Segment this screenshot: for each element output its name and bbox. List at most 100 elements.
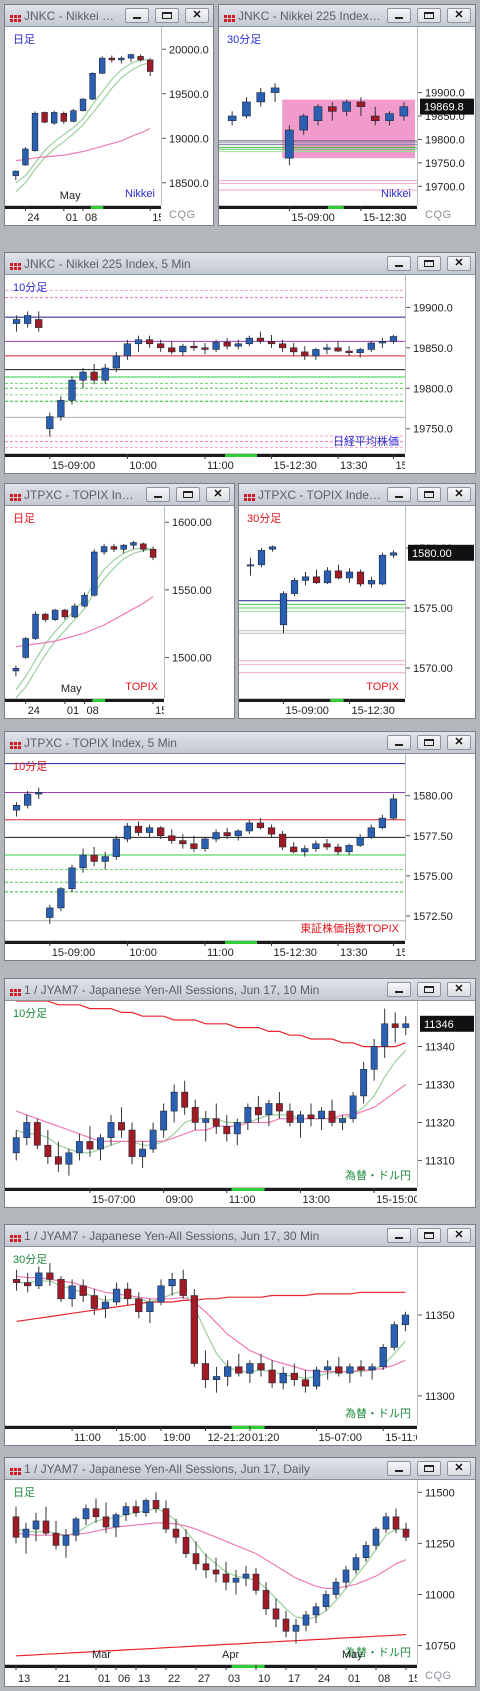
time-axis[interactable]: 15-09:00 10:00 11:00 15-12:30 13:30 15-14:30: [5, 940, 439, 960]
minimize-button[interactable]: [387, 982, 411, 997]
candle: [257, 550, 266, 566]
plot-area[interactable]: 日足 為替・ドル円 Mar Apr May: [5, 1480, 417, 1664]
month-label: May: [60, 190, 81, 202]
candle: [370, 115, 380, 121]
candle: [54, 1156, 62, 1165]
time-axis[interactable]: 15-09:00 15-12:30: [219, 205, 417, 225]
plot-area[interactable]: 10分足 東証株価指数TOPIX: [5, 754, 405, 940]
restore-button[interactable]: [417, 8, 441, 23]
candle: [79, 1285, 87, 1296]
chart-window-w3[interactable]: JNKC - Nikkei 225 Index, 5 Min ✕ 10分足 日経平均株…: [4, 252, 476, 474]
chart-window-w8[interactable]: 1 / JYAM7 - Japanese Yen-All Sessions, J…: [4, 1224, 476, 1446]
plot-area[interactable]: 30分足 為替・ドル円: [5, 1247, 417, 1425]
chart-window-w4[interactable]: JTPXC - TOPIX Index, Daily ✕ 日足 TOPIX May 160…: [4, 483, 235, 719]
chart-window-w9[interactable]: 1 / JYAM7 - Japanese Yen-All Sessions, J…: [4, 1457, 476, 1687]
restore-button[interactable]: [417, 1228, 441, 1243]
minimize-button[interactable]: [387, 487, 411, 502]
restore-button[interactable]: [417, 256, 441, 271]
candle: [270, 87, 280, 93]
time-axis[interactable]: 15-09:00 10:00 11:00 15-12:30 13:30 15-14:30: [5, 453, 439, 473]
time-axis[interactable]: 24 01 08 15: [5, 205, 164, 225]
price-axis[interactable]: 19900.0 19850.0 19800.0 19750.0 19700.0 19869…: [417, 27, 475, 205]
candle: [68, 867, 76, 889]
candle: [137, 56, 144, 61]
price-axis[interactable]: 11350 11300: [417, 1247, 475, 1425]
chart-window-w7[interactable]: 1 / JYAM7 - Japanese Yen-All Sessions, J…: [4, 978, 476, 1208]
candle: [120, 544, 127, 550]
restore-button[interactable]: [176, 487, 200, 502]
restore-button[interactable]: [417, 735, 441, 750]
close-icon: ✕: [454, 1229, 464, 1241]
price-axis[interactable]: 11500 11250 11000 10750: [417, 1480, 475, 1664]
close-button[interactable]: ✕: [447, 735, 471, 750]
candle: [157, 1285, 165, 1303]
y-tick-label: 1570.00: [413, 663, 453, 675]
time-axis[interactable]: 11:00 15:00 19:00 12-21:20 01:20 15-07:00 15-1…: [5, 1425, 428, 1445]
close-button[interactable]: ✕: [447, 487, 471, 502]
timeframe-label: 日足: [13, 34, 35, 46]
window-title-bar[interactable]: JNKC - Nikkei 225 Index, 5 Min ✕: [5, 253, 475, 275]
window-title-bar[interactable]: JTPXC - TOPIX Index, 30 Min ✕: [239, 484, 475, 506]
window-title-bar[interactable]: 1 / JYAM7 - Japanese Yen-All Sessions, J…: [5, 979, 475, 1001]
close-button[interactable]: ✕: [447, 256, 471, 271]
plot-area[interactable]: 10分足 日経平均株価: [5, 275, 405, 453]
minimize-button[interactable]: [146, 487, 170, 502]
restore-button[interactable]: [155, 8, 179, 23]
plot-area[interactable]: 日足 Nikkei May: [5, 27, 161, 205]
price-axis[interactable]: 1600.00 1550.00 1500.00: [164, 506, 234, 698]
candle: [65, 1152, 73, 1165]
price-axis[interactable]: 20000.0 19500.0 19000.0 18500.0: [161, 27, 213, 205]
window-title-bar[interactable]: JTPXC - TOPIX Index, Daily ✕: [5, 484, 234, 506]
close-button[interactable]: ✕: [447, 8, 471, 23]
session-bar: [239, 699, 405, 702]
chart-window-w1[interactable]: JNKC - Nikkei 225 Index, Daily ✕ 日足 Nikkei M…: [4, 4, 214, 226]
restore-button[interactable]: [417, 487, 441, 502]
instrument-label: 為替・ドル円: [345, 1645, 411, 1659]
minimize-button[interactable]: [387, 735, 411, 750]
time-axis[interactable]: 15-07:00 09:00 11:00 13:00 15-15:00: [5, 1187, 420, 1207]
x-tick-label: 10:00: [129, 947, 157, 959]
window-title-bar[interactable]: JNKC - Nikkei 225 Index, Daily ✕: [5, 5, 213, 27]
app-logo-icon: [10, 1231, 21, 1242]
candle: [212, 1118, 220, 1127]
chart-window-w2[interactable]: JNKC - Nikkei 225 Index, 30 Min ✕ 30分足 Nikk…: [218, 4, 476, 226]
price-axis[interactable]: 19900.0 19850.0 19800.0 19750.0: [405, 275, 475, 453]
plot-area[interactable]: 10分足 為替・ドル円: [5, 1001, 417, 1187]
time-axis[interactable]: 13 21 01 06 13 22 27 03 10 17 24 01 08 15: [5, 1664, 420, 1686]
chart-window-w6[interactable]: JTPXC - TOPIX Index, 5 Min ✕ 10分足 東証株価指数TOP…: [4, 731, 476, 961]
window-title-bar[interactable]: JTPXC - TOPIX Index, 5 Min ✕: [5, 732, 475, 754]
minimize-button[interactable]: [387, 8, 411, 23]
close-icon: ✕: [454, 488, 464, 500]
candle: [201, 347, 209, 350]
minimize-button[interactable]: [125, 8, 149, 23]
window-title-bar[interactable]: 1 / JYAM7 - Japanese Yen-All Sessions, J…: [5, 1225, 475, 1247]
ma-red-line: [16, 1291, 406, 1322]
plot-area[interactable]: 30分足 Nikkei: [219, 27, 417, 205]
y-tick-label: 1575.00: [413, 871, 453, 883]
time-axis[interactable]: 15-09:00 15-12:30: [239, 698, 405, 718]
candle: [12, 805, 21, 811]
close-button[interactable]: ✕: [447, 982, 471, 997]
close-button[interactable]: ✕: [447, 1228, 471, 1243]
minimize-button[interactable]: [387, 256, 411, 271]
time-axis[interactable]: 24 01 08 15: [5, 698, 167, 718]
price-axis[interactable]: 11340 11330 11320 11310 11346: [417, 1001, 475, 1187]
plot-area[interactable]: 日足 TOPIX May: [5, 506, 164, 698]
window-title-bar[interactable]: 1 / JYAM7 - Japanese Yen-All Sessions, J…: [5, 1458, 475, 1480]
minimize-button[interactable]: [387, 1461, 411, 1476]
restore-button[interactable]: [417, 982, 441, 997]
y-tick-label: 19900.0: [413, 302, 453, 314]
close-button[interactable]: ✕: [447, 1461, 471, 1476]
plot-area[interactable]: 30分足 TOPIX: [239, 506, 405, 698]
restore-button[interactable]: [417, 1461, 441, 1476]
session-bar: [219, 206, 417, 209]
minimize-button[interactable]: [387, 1228, 411, 1243]
close-button[interactable]: ✕: [206, 487, 230, 502]
close-button[interactable]: ✕: [185, 8, 209, 23]
price-axis[interactable]: 1580.00 1577.50 1575.00 1572.50: [405, 754, 475, 940]
candle: [328, 1110, 336, 1123]
window-title-bar[interactable]: JNKC - Nikkei 225 Index, 30 Min ✕: [219, 5, 475, 27]
chart-window-w5[interactable]: JTPXC - TOPIX Index, 30 Min ✕ 30分足 TOPIX 158…: [238, 483, 476, 719]
candle: [352, 1557, 360, 1571]
